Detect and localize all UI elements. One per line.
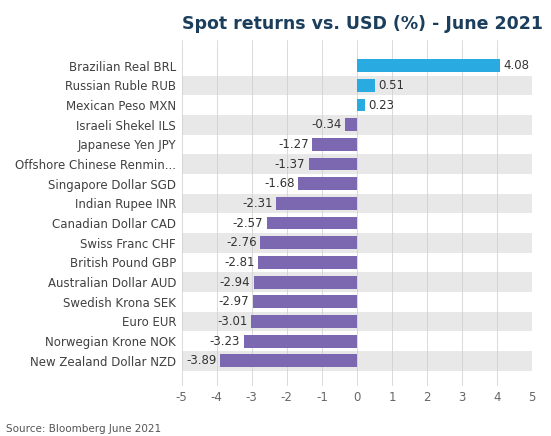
Bar [182,292,532,312]
Bar [182,115,532,135]
Bar [182,252,532,272]
Bar [357,99,365,112]
Bar [251,315,357,328]
Text: -2.31: -2.31 [242,197,272,210]
Bar [182,194,532,213]
Bar [182,331,532,351]
Text: -3.89: -3.89 [187,354,217,367]
Bar [182,174,532,194]
Bar [312,138,357,151]
Bar [258,256,357,269]
Bar [182,56,532,75]
Bar [182,233,532,252]
Text: -3.01: -3.01 [218,315,248,328]
Text: -1.37: -1.37 [275,157,305,170]
Text: -2.76: -2.76 [226,236,257,249]
Text: Source: Bloomberg June 2021: Source: Bloomberg June 2021 [6,424,161,434]
Text: -2.57: -2.57 [233,217,263,230]
Bar [357,59,500,72]
Text: 0.23: 0.23 [369,99,395,112]
Bar [182,154,532,174]
Bar [182,351,532,371]
Text: -2.97: -2.97 [219,295,249,308]
Text: -3.23: -3.23 [210,335,240,347]
Text: -0.34: -0.34 [311,118,342,131]
Bar [182,213,532,233]
Text: 4.08: 4.08 [504,59,530,72]
Text: -1.27: -1.27 [278,138,309,151]
Bar [182,312,532,331]
Text: -1.68: -1.68 [264,177,294,190]
Bar [182,95,532,115]
Bar [298,177,357,190]
Bar [267,217,357,229]
Bar [309,158,357,170]
Bar [220,354,357,367]
Bar [345,118,357,131]
Bar [260,236,357,249]
Title: Spot returns vs. USD (%) - June 2021: Spot returns vs. USD (%) - June 2021 [182,15,543,33]
Text: -2.81: -2.81 [224,256,255,269]
Bar [182,135,532,154]
Bar [244,335,357,347]
Bar [276,197,357,210]
Bar [182,75,532,95]
Bar [254,276,357,289]
Text: -2.94: -2.94 [220,276,250,289]
Bar [357,79,375,92]
Bar [182,272,532,292]
Bar [253,296,357,308]
Text: 0.51: 0.51 [379,79,404,92]
